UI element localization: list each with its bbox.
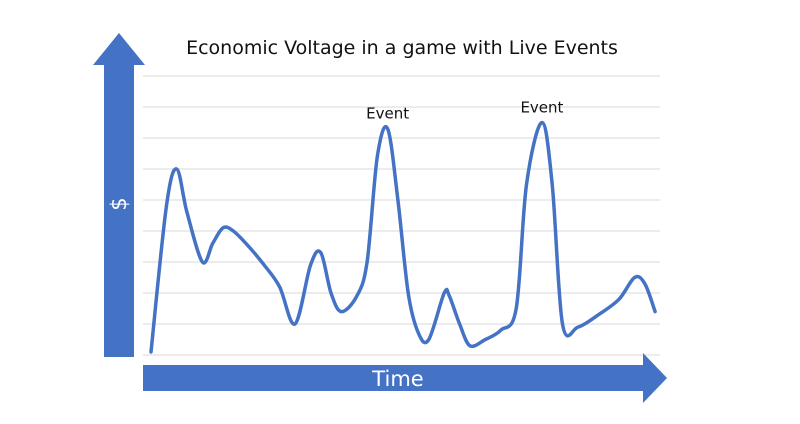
y-axis-arrow bbox=[93, 33, 145, 357]
x-axis-arrow bbox=[143, 353, 667, 403]
event-annotation: Event bbox=[520, 99, 563, 117]
chart-title: Economic Voltage in a game with Live Eve… bbox=[186, 37, 618, 59]
y-axis-label: $ bbox=[107, 197, 131, 210]
event-annotation: Event bbox=[366, 105, 409, 123]
x-axis-label: Time bbox=[371, 367, 423, 391]
series-line bbox=[149, 120, 657, 354]
annotations: Event Event bbox=[366, 99, 563, 123]
